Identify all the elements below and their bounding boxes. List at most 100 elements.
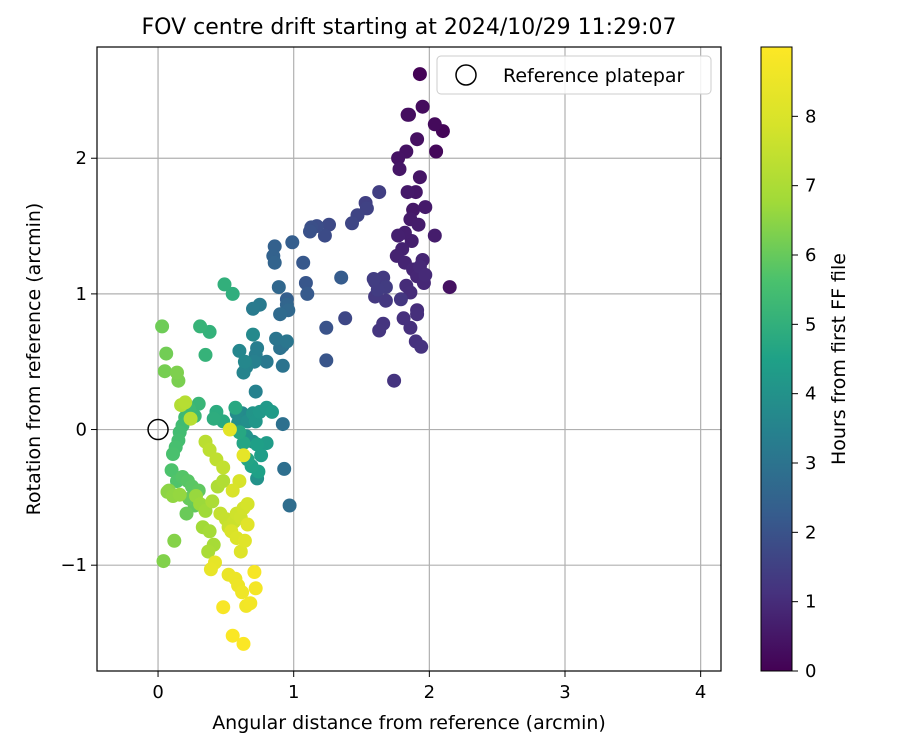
data-point [277,461,292,476]
data-point [225,483,240,498]
grid [97,47,721,671]
data-point [275,358,290,373]
data-point [159,346,174,361]
data-point [247,565,262,579]
y-axis: −1 0 1 2 [60,148,97,576]
colorbar-tick-label: 8 [805,106,816,127]
data-point [296,255,311,270]
data-point [334,270,349,285]
data-point [237,533,252,548]
data-point [338,311,353,326]
colorbar-label: Hours from first FF file [828,253,850,465]
colorbar-tick-label: 5 [805,314,816,335]
data-point [410,132,425,147]
data-point [157,364,172,379]
x-tick-label: 1 [288,682,299,703]
data-point [248,384,263,399]
data-point [198,347,213,362]
data-point [429,144,444,159]
data-point [300,286,315,301]
data-point [235,585,250,600]
data-point [225,286,240,301]
data-point [285,235,300,250]
y-tick-label: 1 [76,284,87,305]
data-point [203,562,218,577]
y-tick-label: 0 [76,420,87,441]
data-point [217,277,232,292]
data-point [170,365,184,380]
data-point [393,292,408,307]
data-point [410,307,425,322]
data-point [267,255,282,270]
data-point [411,217,426,232]
colorbar-tick-label: 7 [805,176,816,197]
data-point [237,354,252,369]
data-point [236,365,251,380]
x-axis: 0 1 2 3 4 [152,671,706,703]
data-point [201,544,216,559]
legend-box [436,55,712,95]
data-point [167,533,182,548]
data-point [370,282,385,297]
data-point [303,224,317,239]
plot-points [147,67,457,651]
data-point [246,301,260,316]
data-point [236,436,251,451]
data-point [172,487,187,502]
colorbar: 0 1 2 3 4 5 6 7 8 Hours from first FF file [760,46,850,682]
y-tick-label: −1 [60,555,87,576]
data-point [166,447,180,461]
data-point [243,596,258,611]
data-point [400,185,415,200]
data-point [240,517,255,532]
data-point [222,422,237,437]
data-point [233,544,248,559]
data-point [193,319,208,334]
data-point [400,107,415,122]
colorbar-ticks: 0 1 2 3 4 5 6 7 8 [792,106,816,682]
y-axis-label: Rotation from reference (arcmin) [23,203,45,516]
data-point [250,437,265,452]
data-point [205,494,220,509]
data-point [236,636,251,651]
data-point [391,151,406,166]
data-point [415,99,430,114]
data-point [164,463,179,478]
data-point [216,460,231,475]
data-point [319,353,334,368]
data-point [156,554,171,569]
data-point [418,200,433,215]
x-tick-label: 0 [152,682,163,703]
data-point [202,524,217,539]
data-point [225,628,240,643]
data-point [392,162,407,177]
data-point [179,506,194,521]
colorbar-tick-label: 6 [805,245,816,266]
data-point [254,448,269,463]
data-point [155,319,170,334]
data-point [206,411,221,426]
data-point [269,331,284,346]
data-point [366,272,381,286]
legend-entry-reference-platepar: Reference platepar [503,65,685,87]
data-point [248,581,263,596]
data-point [345,216,359,231]
x-tick-label: 3 [559,682,570,703]
data-point [178,395,193,410]
x-tick-label: 4 [695,682,706,703]
reference-platepar-marker [147,418,169,441]
colorbar-tick-label: 4 [805,384,816,405]
data-point [317,228,332,243]
plot-area-frame [96,46,722,672]
colorbar-tick-label: 2 [805,522,816,543]
data-point [298,276,313,290]
data-point [275,417,290,432]
data-point [271,280,286,295]
data-point [282,498,297,513]
data-point [250,341,265,356]
data-point [273,307,288,322]
data-point [427,228,442,243]
data-point [418,267,433,282]
data-point [387,373,402,388]
